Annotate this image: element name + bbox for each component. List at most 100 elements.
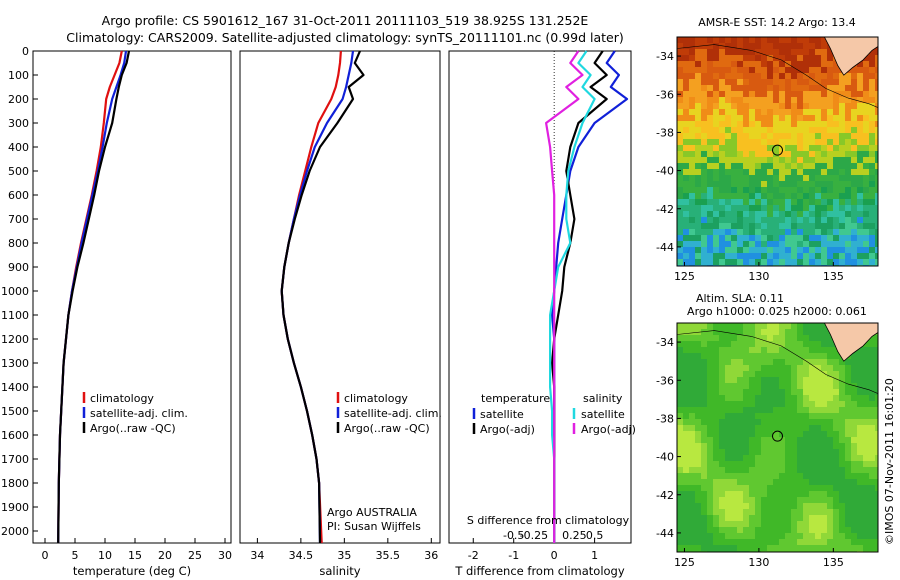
map-cell: [827, 115, 834, 122]
map-cell: [863, 419, 870, 426]
map-cell: [695, 61, 702, 68]
map-cell: [773, 163, 780, 170]
map-cell: [827, 533, 834, 540]
map-cell: [719, 335, 726, 342]
map-cell: [749, 103, 756, 110]
map-cell: [677, 247, 684, 254]
map-cell: [695, 377, 702, 384]
map-cell: [809, 79, 816, 86]
map-cell: [845, 401, 852, 408]
map-cell: [803, 133, 810, 140]
map-cell: [749, 181, 756, 188]
map-cell: [869, 193, 876, 200]
map-cell: [719, 199, 726, 206]
map-cell: [767, 181, 774, 188]
map-cell: [839, 431, 846, 438]
map-cell: [785, 127, 792, 134]
map-cell: [713, 253, 720, 260]
map-cell: [797, 115, 804, 122]
map-cell: [737, 401, 744, 408]
map-cell: [731, 365, 738, 372]
map-cell: [791, 329, 798, 336]
map-cell: [791, 335, 798, 342]
map-cell: [773, 97, 780, 104]
map-cell: [677, 413, 684, 420]
map-cell: [737, 467, 744, 474]
map-cell: [785, 163, 792, 170]
map-cell: [875, 515, 878, 522]
map-cell: [797, 431, 804, 438]
map-cell: [863, 97, 870, 104]
map-cell: [851, 223, 858, 230]
map-cell: [731, 193, 738, 200]
map-cell: [863, 211, 870, 218]
map-cell: [797, 545, 804, 552]
map-cell: [773, 199, 780, 206]
map-cell: [719, 97, 726, 104]
map-cell: [809, 413, 816, 420]
map-cell: [839, 151, 846, 158]
map-cell: [677, 527, 684, 534]
map-cell: [833, 539, 840, 546]
map-cell: [791, 413, 798, 420]
map-cell: [731, 133, 738, 140]
map-cell: [857, 485, 864, 492]
map-cell: [731, 259, 738, 266]
map-cell: [731, 115, 738, 122]
y-tick-label: -40: [656, 165, 674, 178]
map-cell: [857, 91, 864, 98]
map-cell: [785, 133, 792, 140]
map-cell: [779, 425, 786, 432]
map-cell: [683, 235, 690, 242]
map-cell: [791, 187, 798, 194]
map-cell: [797, 109, 804, 116]
map-cell: [683, 97, 690, 104]
map-cell: [749, 347, 756, 354]
map-cell: [761, 539, 768, 546]
map-cell: [743, 425, 750, 432]
map-cell: [815, 533, 822, 540]
map-cell: [731, 323, 738, 330]
map-cell: [731, 353, 738, 360]
map-cell: [713, 437, 720, 444]
map-cell: [767, 461, 774, 468]
map-cell: [797, 515, 804, 522]
map-cell: [827, 437, 834, 444]
map-cell: [707, 341, 714, 348]
map-cell: [707, 145, 714, 152]
map-cell: [827, 223, 834, 230]
map-cell: [851, 473, 858, 480]
map-cell: [731, 455, 738, 462]
map-cell: [683, 533, 690, 540]
map-cell: [701, 473, 708, 480]
map-cell: [851, 253, 858, 260]
map-cell: [803, 503, 810, 510]
map-cell: [767, 395, 774, 402]
map-cell: [749, 259, 756, 266]
map-cell: [797, 241, 804, 248]
map-cell: [707, 115, 714, 122]
map-cell: [815, 395, 822, 402]
map-cell: [857, 515, 864, 522]
map-cell: [707, 241, 714, 248]
map-cell: [743, 211, 750, 218]
map-cell: [803, 389, 810, 396]
map-cell: [737, 341, 744, 348]
map-cell: [683, 79, 690, 86]
map-cell: [839, 377, 846, 384]
map-cell: [713, 79, 720, 86]
map-cell: [689, 205, 696, 212]
map-cell: [773, 329, 780, 336]
map-cell: [719, 91, 726, 98]
map-cell: [749, 193, 756, 200]
map-cell: [677, 425, 684, 432]
map-cell: [875, 157, 878, 164]
map-cell: [779, 253, 786, 260]
map-cell: [695, 479, 702, 486]
map-cell: [707, 323, 714, 330]
map-cell: [677, 353, 684, 360]
map-cell: [827, 121, 834, 128]
map-cell: [749, 521, 756, 528]
map-cell: [845, 127, 852, 134]
map-cell: [713, 407, 720, 414]
